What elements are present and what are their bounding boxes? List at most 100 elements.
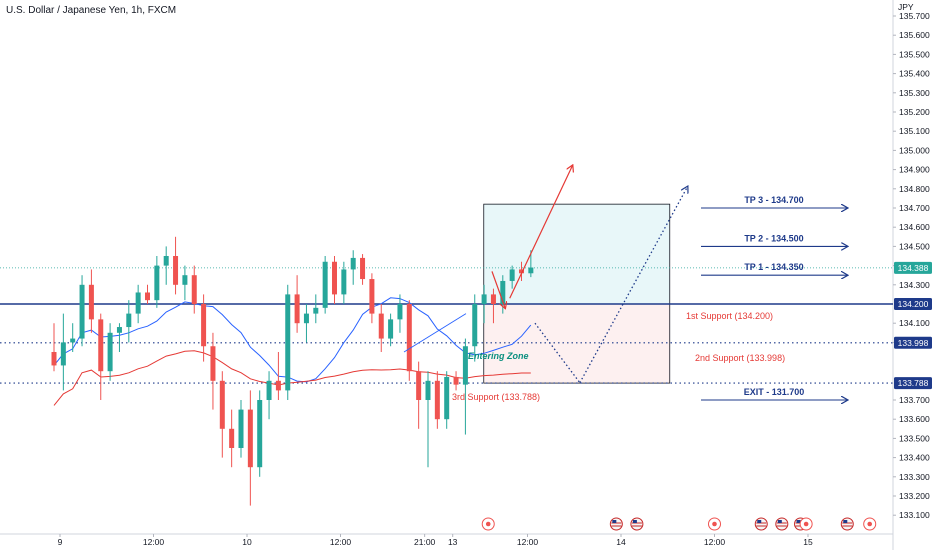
target-zone-box	[483, 203, 671, 305]
y-tick-label: 133.700	[899, 395, 930, 405]
us-flag-canton-icon	[757, 520, 762, 523]
y-tick-label: 135.500	[899, 49, 930, 59]
ma-extension	[403, 313, 467, 353]
candle-body	[154, 265, 160, 301]
currency-label: JPY	[898, 2, 914, 12]
candle-body	[229, 428, 235, 448]
x-tick-label: 15	[803, 537, 813, 547]
us-flag-canton-icon	[843, 520, 848, 523]
candle-body	[126, 313, 132, 328]
level-tag-3-bg	[894, 377, 932, 390]
us-flag-canton-icon	[612, 520, 617, 523]
y-tick-label: 135.400	[899, 69, 930, 79]
us-flag-canton-icon	[632, 520, 637, 523]
candle-body	[444, 376, 450, 420]
target-label-4: EXIT - 131.700	[744, 387, 805, 397]
candle-body	[145, 292, 150, 301]
y-tick-label: 133.400	[899, 453, 930, 463]
candle-body	[107, 332, 113, 372]
candle-body	[434, 380, 440, 420]
plot-area	[0, 0, 893, 534]
y-tick-label: 133.500	[899, 433, 930, 443]
red-arrow-up	[509, 166, 573, 299]
candle-body	[388, 319, 394, 339]
candle-body	[360, 257, 366, 280]
y-tick-label: 135.200	[899, 107, 930, 117]
x-tick-label: 13	[448, 537, 458, 547]
candle-body	[163, 256, 169, 266]
ma-slow-line	[53, 350, 531, 406]
level-tag-3: 133.788	[898, 378, 929, 388]
candle-body	[294, 294, 300, 324]
candle-body	[322, 261, 328, 308]
candle-body	[116, 327, 122, 333]
candle-body	[98, 319, 104, 372]
y-tick-label: 135.300	[899, 88, 930, 98]
event-dot-icon	[485, 521, 491, 527]
candle-body	[378, 313, 384, 339]
candle-body	[257, 400, 263, 468]
entering-zone-label: Entering Zone	[468, 351, 529, 361]
candle-body	[519, 269, 524, 274]
support-label-1: 1st Support (134.200)	[686, 311, 773, 321]
y-tick-label: 135.000	[899, 145, 930, 155]
chart-title: U.S. Dollar / Japanese Yen, 1h, FXCM	[6, 5, 176, 16]
candle-body	[60, 342, 66, 366]
candle-body	[266, 380, 272, 400]
candle-body	[210, 346, 216, 381]
ma-fast-line	[53, 297, 532, 383]
last-price-tag-bg	[894, 261, 932, 274]
x-tick-label: 12:00	[143, 537, 165, 547]
candle-body	[453, 376, 459, 385]
candle-body	[481, 294, 487, 304]
y-tick-label: 135.100	[899, 126, 930, 136]
x-tick-label: 21:00	[414, 537, 436, 547]
candle-body	[425, 380, 431, 400]
candle-body	[285, 294, 291, 391]
x-tick-label: 12:00	[517, 537, 539, 547]
y-tick-label: 133.600	[899, 414, 930, 424]
target-label-3: TP 1 - 134.350	[744, 262, 803, 272]
target-label-2: TP 2 - 134.500	[744, 233, 803, 243]
candle-body	[509, 269, 515, 281]
target-label-1: TP 3 - 134.700	[744, 195, 803, 205]
candle-body	[247, 409, 253, 468]
x-tick-label: 14	[616, 537, 626, 547]
candle-body	[173, 256, 179, 285]
stop-zone-box	[483, 303, 671, 384]
x-tick-label: 10	[242, 537, 252, 547]
y-tick-label: 134.300	[899, 280, 930, 290]
level-tag-2-bg	[894, 336, 932, 349]
us-flag-icon	[754, 517, 768, 531]
us-flag-icon	[840, 517, 854, 531]
event-dot-icon	[867, 521, 873, 527]
candle-body	[341, 269, 347, 295]
y-tick-label: 135.700	[899, 11, 930, 21]
candle-body	[135, 292, 141, 314]
candle-body	[191, 275, 197, 304]
candle-body	[462, 346, 468, 385]
candle-body	[350, 257, 356, 270]
us-flag-icon	[630, 517, 644, 531]
candle-body	[472, 304, 478, 347]
candle-body	[51, 352, 57, 366]
y-tick-label: 134.800	[899, 184, 930, 194]
y-tick-label: 134.700	[899, 203, 930, 213]
support-label-2: 2nd Support (133.998)	[695, 353, 785, 363]
us-flag-icon	[609, 517, 623, 531]
level-tag-1: 134.200	[898, 299, 929, 309]
y-tick-label: 134.500	[899, 241, 930, 251]
y-tick-label: 133.100	[899, 510, 930, 520]
candle-body	[528, 267, 534, 274]
support-label-3: 3rd Support (133.788)	[452, 392, 540, 402]
candle-body	[406, 304, 412, 372]
x-tick-label: 9	[58, 537, 63, 547]
y-tick-label: 134.900	[899, 165, 930, 175]
candle-body	[275, 380, 281, 391]
level-tag-1-bg	[894, 298, 932, 310]
last-price-tag: 134.388	[898, 263, 929, 273]
candle-body	[238, 409, 244, 448]
y-tick-label: 135.600	[899, 30, 930, 40]
